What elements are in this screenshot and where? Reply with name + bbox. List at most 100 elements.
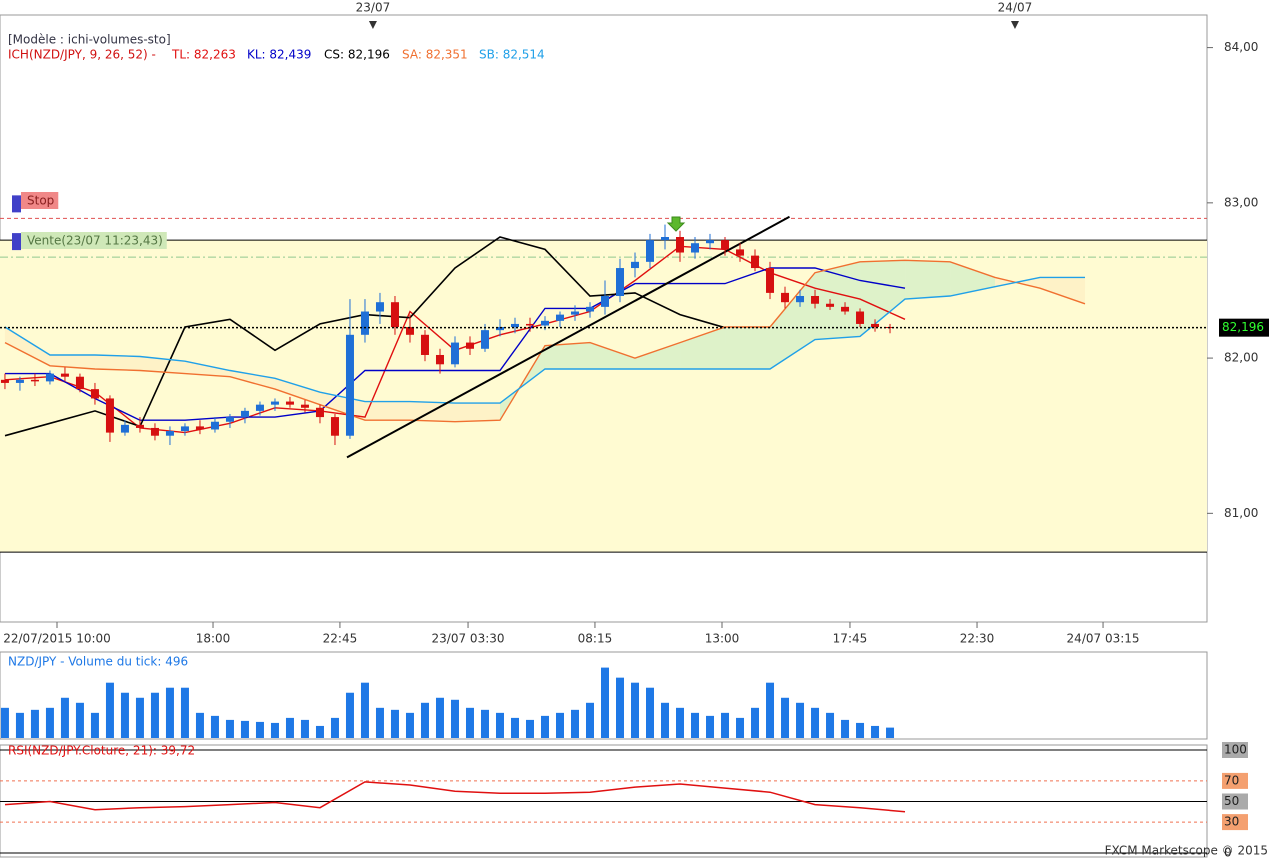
volume-bar bbox=[585, 702, 594, 738]
candle-body bbox=[525, 323, 534, 326]
cloud-fill bbox=[635, 342, 681, 369]
volume-bar bbox=[856, 722, 865, 738]
volume-bar bbox=[165, 687, 174, 738]
marks-layer bbox=[0, 215, 1086, 813]
volume-bar bbox=[751, 707, 760, 738]
volume-bar bbox=[601, 667, 610, 738]
candle-body bbox=[661, 236, 670, 241]
candle-body bbox=[255, 404, 264, 411]
volume-bar bbox=[435, 697, 444, 738]
candle-body bbox=[495, 327, 504, 331]
candle-body bbox=[480, 330, 489, 349]
x-tick-label: 22:30 bbox=[960, 632, 995, 646]
volume-bar bbox=[841, 719, 850, 738]
candle-body bbox=[360, 311, 369, 335]
candle-body bbox=[751, 255, 760, 269]
volume-bar bbox=[811, 707, 820, 738]
candle-body bbox=[811, 295, 820, 304]
candle-body bbox=[766, 268, 775, 293]
date-marker bbox=[368, 21, 377, 29]
level-handle bbox=[12, 195, 21, 213]
candle-body bbox=[150, 427, 159, 436]
volume-bar bbox=[480, 709, 489, 738]
candle-body bbox=[330, 417, 339, 436]
candle-body bbox=[871, 323, 880, 328]
volume-bar bbox=[691, 712, 700, 738]
last-price-label: 82,196 bbox=[1222, 320, 1264, 334]
y-tick-label: 100 bbox=[1224, 743, 1247, 757]
candle-body bbox=[781, 292, 790, 303]
cloud-fill bbox=[544, 342, 590, 369]
candle-body bbox=[616, 268, 625, 296]
x-tick-label: 18:00 bbox=[196, 632, 231, 646]
x-tick-label: 13:00 bbox=[705, 632, 740, 646]
legend-entry: CS: 82,196 bbox=[324, 48, 390, 62]
model-label: [Modèle : ichi-volumes-sto] bbox=[8, 33, 171, 47]
volume-bar bbox=[721, 712, 730, 738]
candle-body bbox=[165, 431, 174, 436]
volume-bar bbox=[135, 697, 144, 738]
volume-bar bbox=[766, 682, 775, 738]
signal-arrow bbox=[666, 216, 686, 232]
cloud-fill bbox=[680, 327, 726, 369]
cloud-fill bbox=[94, 354, 140, 371]
y-tick-label: 83,00 bbox=[1224, 195, 1258, 209]
volume-bar bbox=[255, 721, 264, 738]
volume-bar bbox=[420, 702, 429, 738]
volume-bar bbox=[180, 687, 189, 738]
x-tick-label: 17:45 bbox=[833, 632, 868, 646]
cloud-fill bbox=[725, 327, 771, 369]
candle-body bbox=[15, 379, 24, 383]
y-tick-label: 82,00 bbox=[1224, 351, 1258, 365]
cloud-fill bbox=[274, 378, 320, 405]
cloud-fill bbox=[139, 356, 185, 374]
cloud-fill bbox=[49, 354, 95, 369]
volume-bar bbox=[555, 712, 564, 738]
level-handle bbox=[12, 233, 21, 251]
y-tick-box bbox=[1222, 772, 1248, 789]
candle-body bbox=[45, 373, 54, 382]
candle-body bbox=[706, 240, 715, 244]
candle-body bbox=[180, 426, 189, 432]
candle-body bbox=[691, 243, 700, 253]
volume-bar bbox=[465, 707, 474, 738]
volume-bar bbox=[285, 717, 294, 738]
volume-bar bbox=[90, 712, 99, 738]
candle-body bbox=[405, 327, 414, 335]
level-label-box bbox=[21, 232, 167, 249]
candle-body bbox=[270, 401, 279, 405]
candle-body bbox=[0, 379, 9, 383]
candle-body bbox=[585, 306, 594, 312]
candle-body bbox=[510, 323, 519, 328]
candle-body bbox=[826, 303, 835, 307]
cloud-fill bbox=[364, 401, 410, 421]
candle-body bbox=[540, 320, 549, 326]
volume-bar bbox=[796, 702, 805, 738]
y-tick-box bbox=[1222, 814, 1248, 831]
candle-body bbox=[736, 249, 745, 256]
legend-entry: SB: 82,514 bbox=[479, 48, 545, 62]
candle-body bbox=[375, 302, 384, 312]
volume-bar bbox=[616, 677, 625, 738]
volume-bar bbox=[525, 719, 534, 738]
cloud-fill bbox=[589, 342, 636, 369]
volume-bar bbox=[450, 699, 459, 738]
level-label: Stop bbox=[27, 194, 54, 208]
volume-bar bbox=[390, 709, 399, 738]
x-tick-label: 23/07 03:30 bbox=[432, 632, 505, 646]
cloud-fill bbox=[905, 260, 951, 300]
volume-bar bbox=[375, 707, 384, 738]
candle-body bbox=[646, 240, 655, 262]
rsi-title: RSI(NZD/JPY.Cloture, 21): 39,72 bbox=[8, 744, 195, 758]
legend-entry: TL: 82,263 bbox=[171, 48, 236, 62]
date-label: 24/07 bbox=[998, 1, 1033, 15]
y-tick-label: 70 bbox=[1224, 773, 1239, 787]
volume-bar bbox=[646, 687, 655, 738]
last-price-box bbox=[1219, 318, 1269, 337]
candle-body bbox=[315, 407, 324, 418]
cloud-fill bbox=[815, 261, 861, 340]
candle-body bbox=[195, 426, 204, 430]
candle-body bbox=[60, 373, 69, 377]
volume-bar bbox=[781, 697, 790, 738]
